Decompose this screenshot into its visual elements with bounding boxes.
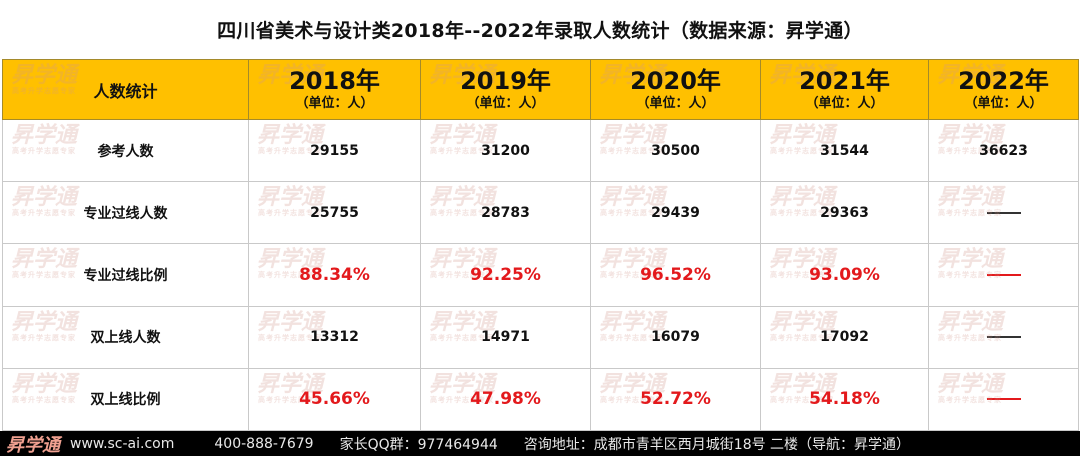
- dash-mark: —: [986, 211, 1021, 214]
- watermark-logo: 昇学通 高考升学志愿专家: [11, 308, 78, 342]
- row-label: 昇学通 高考升学志愿专家 专业过线人数: [2, 181, 249, 245]
- table-cell: 昇学通 高考升学志愿专家 29363: [760, 181, 929, 245]
- watermark-logo: 昇学通 高考升学志愿专家: [11, 122, 78, 156]
- dash-mark: —: [986, 336, 1021, 339]
- stats-table: 昇学通 高考升学志愿专家 人数统计 昇学通 2018年 （单位：人） 昇学通 2019年…: [2, 58, 1079, 432]
- table-cell: 昇学通 高考升学志愿专家 25755: [248, 181, 421, 245]
- header-year-2022: 昇学通 2022年 （单位：人）: [928, 58, 1079, 121]
- table-cell: 昇学通 高考升学志愿专家 13312: [248, 305, 421, 369]
- table-row: 昇学通 高考升学志愿专家 双上线比例 昇学通 高考升学志愿专家 45.66% 昇学通 高考…: [2, 367, 1079, 432]
- table-cell: 昇学通 高考升学志愿专家 31544: [760, 119, 929, 183]
- year-label: 2022年: [958, 67, 1049, 96]
- table-cell: 昇学通 高考升学志愿专家 30500: [590, 119, 761, 183]
- watermark-logo: 昇学通 高考升学志愿专家: [11, 370, 78, 404]
- row-label: 昇学通 高考升学志愿专家 双上线比例: [2, 367, 249, 432]
- table-cell-percent: 昇学通 高考升学志愿专家 92.25%: [420, 243, 591, 307]
- header-year-2021: 昇学通 2021年 （单位：人）: [760, 58, 929, 121]
- header-corner: 昇学通 高考升学志愿专家 人数统计: [2, 58, 249, 121]
- table-cell-percent: 昇学通 高考升学志愿专家 88.34%: [248, 243, 421, 307]
- table-cell-percent: 昇学通 高考升学志愿专家 54.18%: [760, 367, 929, 432]
- watermark-logo: 昇学通 高考升学志愿专家: [11, 62, 78, 95]
- unit-label: （单位：人）: [466, 96, 545, 112]
- table-row: 昇学通 高考升学志愿专家 参考人数 昇学通 高考升学志愿专家 29155 昇学通 高考升学…: [2, 119, 1079, 183]
- dash-mark: —: [986, 398, 1021, 401]
- watermark-logo: 昇学通 高考升学志愿专家: [11, 184, 78, 218]
- table-row: 昇学通 高考升学志愿专家 专业过线人数 昇学通 高考升学志愿专家 25755 昇学通 高考…: [2, 181, 1079, 245]
- unit-label: （单位：人）: [805, 96, 884, 112]
- year-label: 2021年: [799, 67, 890, 96]
- page-title: 四川省美术与设计类2018年--2022年录取人数统计（数据来源：昇学通）: [217, 19, 863, 42]
- footer-website-link[interactable]: www.sc-ai.com: [70, 435, 175, 452]
- table-row: 昇学通 高考升学志愿专家 专业过线比例 昇学通 高考升学志愿专家 88.34% 昇学通高…: [2, 243, 1079, 307]
- table-cell: 昇学通 高考升学志愿专家 31200: [420, 119, 591, 183]
- table-cell-percent: 昇学通 高考升学志愿专家 93.09%: [760, 243, 929, 307]
- table-cell: 昇学通 高考升学志愿专家 28783: [420, 181, 591, 245]
- footer-bar: 昇学通 www.sc-ai.com 400-888-7679 家长QQ群：977…: [0, 431, 1080, 456]
- header-year-2020: 昇学通 2020年 （单位：人）: [590, 58, 761, 121]
- table-cell: 昇学通 高考升学志愿专家 29155: [248, 119, 421, 183]
- table-cell-percent: 昇学通 高考升学志愿专家 52.72%: [590, 367, 761, 432]
- year-label: 2018年: [289, 67, 380, 96]
- year-label: 2019年: [460, 67, 551, 96]
- header-year-2018: 昇学通 2018年 （单位：人）: [248, 58, 421, 121]
- footer-logo: 昇学通: [6, 434, 60, 456]
- table-cell-percent: 昇学通 高考升学志愿专家 47.98%: [420, 367, 591, 432]
- watermark-logo: 昇学通 高考升学志愿专家: [11, 246, 78, 280]
- row-label: 昇学通 高考升学志愿专家 参考人数: [2, 119, 249, 183]
- footer-phone: 400-888-7679: [214, 435, 314, 452]
- year-label: 2020年: [630, 67, 721, 96]
- table-cell: 昇学通 高考升学志愿专家 36623: [928, 119, 1079, 183]
- table-row: 昇学通 高考升学志愿专家 双上线人数 昇学通 高考升学志愿专家 13312 昇学通 高考升…: [2, 305, 1079, 369]
- table-cell: 昇学通 高考升学志愿专家 29439: [590, 181, 761, 245]
- table-cell: 昇学通 高考升学志愿专家 14971: [420, 305, 591, 369]
- unit-label: （单位：人）: [964, 96, 1043, 112]
- header-row: 昇学通 高考升学志愿专家 人数统计 昇学通 2018年 （单位：人） 昇学通 2019年…: [2, 58, 1079, 121]
- corner-label: 人数统计: [93, 81, 158, 101]
- row-label: 昇学通 高考升学志愿专家 专业过线比例: [2, 243, 249, 307]
- footer-address: 咨询地址：成都市青羊区西月城街18号 二楼（导航：昇学通）: [523, 436, 911, 453]
- table-cell-percent: 昇学通 高考升学志愿专家 45.66%: [248, 367, 421, 432]
- unit-label: （单位：人）: [636, 96, 715, 112]
- table-cell: 昇学通 高考升学志愿专家 17092: [760, 305, 929, 369]
- row-label: 昇学通 高考升学志愿专家 双上线人数: [2, 305, 249, 369]
- footer-qq-group: 家长QQ群：977464944: [339, 436, 498, 453]
- table-cell-percent: 昇学通 高考升学志愿专家 96.52%: [590, 243, 761, 307]
- unit-label: （单位：人）: [295, 96, 374, 112]
- dash-mark: —: [986, 274, 1021, 277]
- table-cell: 昇学通 高考升学志愿专家 16079: [590, 305, 761, 369]
- header-year-2019: 昇学通 2019年 （单位：人）: [420, 58, 591, 121]
